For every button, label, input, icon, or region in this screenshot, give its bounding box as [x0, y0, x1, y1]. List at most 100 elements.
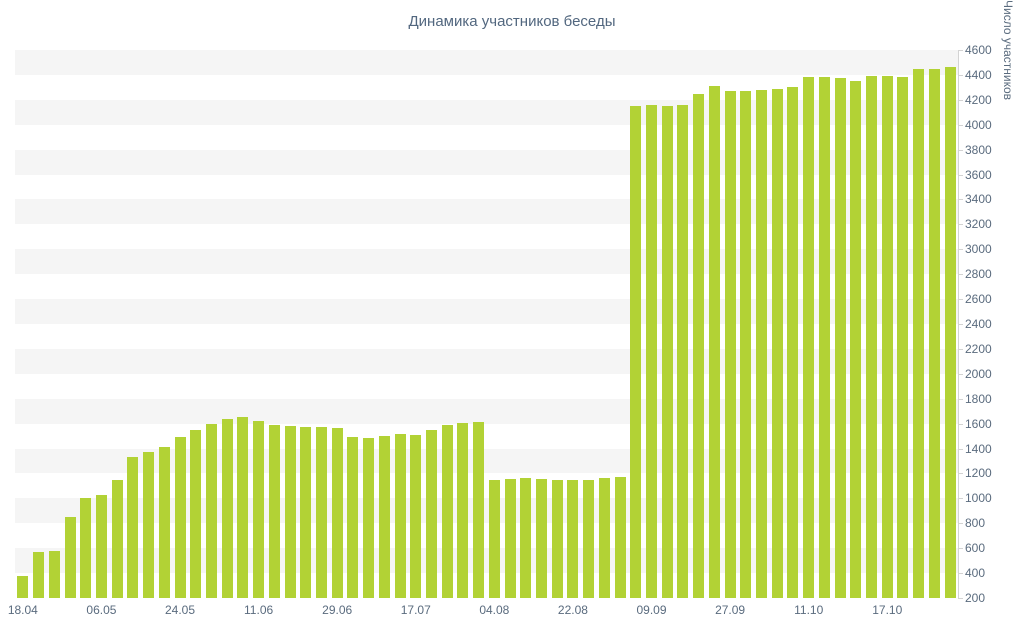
bar[interactable] — [771, 88, 783, 598]
y-tick-label: 3400 — [965, 192, 992, 207]
grid-band — [15, 498, 958, 524]
bar[interactable] — [80, 498, 92, 598]
bar[interactable] — [693, 93, 705, 598]
bar[interactable] — [363, 437, 375, 598]
y-tick-label: 200 — [965, 591, 986, 605]
bar[interactable] — [111, 479, 123, 598]
bar[interactable] — [284, 426, 296, 598]
bar[interactable] — [724, 91, 736, 598]
bar[interactable] — [583, 479, 595, 598]
grid-band — [15, 473, 958, 499]
bar[interactable] — [567, 480, 579, 598]
bar[interactable] — [17, 575, 29, 598]
bar[interactable] — [756, 89, 768, 598]
bar[interactable] — [913, 68, 925, 598]
bar[interactable] — [536, 479, 547, 598]
bar[interactable] — [504, 479, 516, 598]
bar[interactable] — [881, 75, 893, 598]
bar[interactable] — [394, 434, 406, 598]
chart-title: Динамика участников беседы — [408, 13, 616, 30]
bar[interactable] — [708, 86, 720, 598]
bar[interactable] — [190, 429, 202, 598]
y-tick-label: 400 — [965, 566, 986, 581]
bar[interactable] — [834, 78, 846, 598]
y-axis-line — [958, 50, 959, 599]
grid-band — [15, 199, 958, 225]
bar[interactable] — [331, 428, 343, 598]
grid-band — [15, 548, 958, 574]
bar[interactable] — [378, 436, 390, 598]
x-tick-label: 11.06 — [244, 603, 274, 617]
grid-band — [15, 523, 958, 549]
bar[interactable] — [850, 81, 862, 598]
x-tick-label: 24.05 — [165, 603, 196, 617]
bar[interactable] — [944, 67, 956, 598]
bar[interactable] — [174, 437, 186, 598]
x-tick-label: 17.10 — [872, 603, 903, 617]
bar[interactable] — [614, 477, 626, 598]
bar[interactable] — [488, 479, 500, 598]
bar[interactable] — [740, 91, 752, 598]
bar[interactable] — [221, 418, 233, 598]
x-tick-label: 27.09 — [715, 603, 746, 617]
bar[interactable] — [33, 551, 45, 598]
bar[interactable] — [897, 76, 909, 598]
bar[interactable] — [630, 106, 642, 598]
y-axis-title: Число участников — [1001, 0, 1015, 101]
y-tick-label: 1400 — [965, 441, 992, 456]
bar[interactable] — [677, 105, 689, 598]
bars-container — [15, 50, 958, 598]
grid-band — [15, 124, 958, 150]
grid-band — [15, 448, 958, 474]
bar[interactable] — [95, 494, 107, 598]
plot-area — [15, 50, 958, 598]
bar[interactable] — [551, 479, 563, 598]
bar[interactable] — [205, 423, 217, 598]
bar[interactable] — [520, 478, 532, 598]
bar[interactable] — [143, 452, 155, 598]
y-tick-label: 800 — [965, 516, 986, 531]
grid-band — [15, 373, 958, 399]
bar[interactable] — [315, 427, 327, 598]
grid-band — [15, 174, 958, 200]
x-tick-label: 22.08 — [557, 603, 588, 617]
grid-band — [15, 274, 958, 300]
bar[interactable] — [787, 87, 799, 598]
bar[interactable] — [158, 446, 170, 598]
bar[interactable] — [347, 437, 359, 598]
bar[interactable] — [803, 77, 815, 598]
y-tick-label: 3600 — [965, 167, 992, 182]
y-tick-label: 2000 — [965, 366, 992, 381]
bar[interactable] — [64, 517, 76, 598]
y-tick-label: 4600 — [965, 43, 992, 57]
y-tick-label: 3200 — [965, 217, 992, 232]
bar[interactable] — [457, 423, 469, 598]
bar[interactable] — [253, 421, 265, 598]
bar[interactable] — [237, 417, 249, 598]
grid-band — [15, 50, 958, 75]
y-tick-label: 4400 — [965, 67, 992, 82]
bar[interactable] — [425, 429, 437, 598]
bar[interactable] — [866, 76, 878, 598]
bar[interactable] — [48, 550, 60, 598]
bar[interactable] — [928, 68, 940, 598]
y-tick-label: 2800 — [965, 267, 992, 282]
bar[interactable] — [410, 435, 422, 598]
bar[interactable] — [268, 424, 280, 598]
bar[interactable] — [598, 478, 610, 598]
grid-band — [15, 573, 958, 598]
bar[interactable] — [300, 426, 312, 598]
bar[interactable] — [646, 104, 658, 598]
bar[interactable] — [473, 422, 485, 598]
bar[interactable] — [127, 457, 139, 598]
y-tick-label: 1600 — [965, 416, 992, 431]
x-tick-label: 06.05 — [86, 603, 117, 617]
grid-band — [15, 398, 958, 424]
x-tick-label: 17.07 — [400, 603, 431, 617]
bar[interactable] — [661, 106, 673, 598]
grid-band — [15, 423, 958, 449]
y-tick-label: 4000 — [965, 117, 992, 132]
bar[interactable] — [441, 424, 453, 598]
bar[interactable] — [818, 77, 830, 598]
